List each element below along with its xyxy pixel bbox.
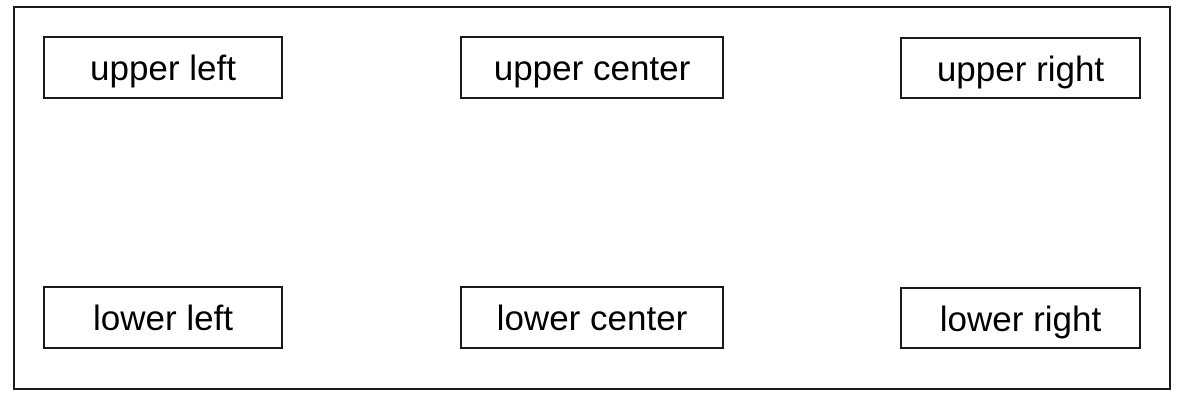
lower-right-box: lower right <box>900 287 1141 349</box>
upper-left-box: upper left <box>43 36 283 99</box>
lower-right-label: lower right <box>940 302 1101 337</box>
lower-left-label: lower left <box>93 301 233 336</box>
upper-center-label: upper center <box>494 51 691 86</box>
upper-center-box: upper center <box>460 36 724 99</box>
lower-left-box: lower left <box>43 286 283 349</box>
upper-right-label: upper right <box>937 52 1104 87</box>
lower-center-box: lower center <box>460 286 724 349</box>
upper-right-box: upper right <box>900 37 1141 99</box>
upper-left-label: upper left <box>90 51 236 86</box>
lower-center-label: lower center <box>497 301 688 336</box>
